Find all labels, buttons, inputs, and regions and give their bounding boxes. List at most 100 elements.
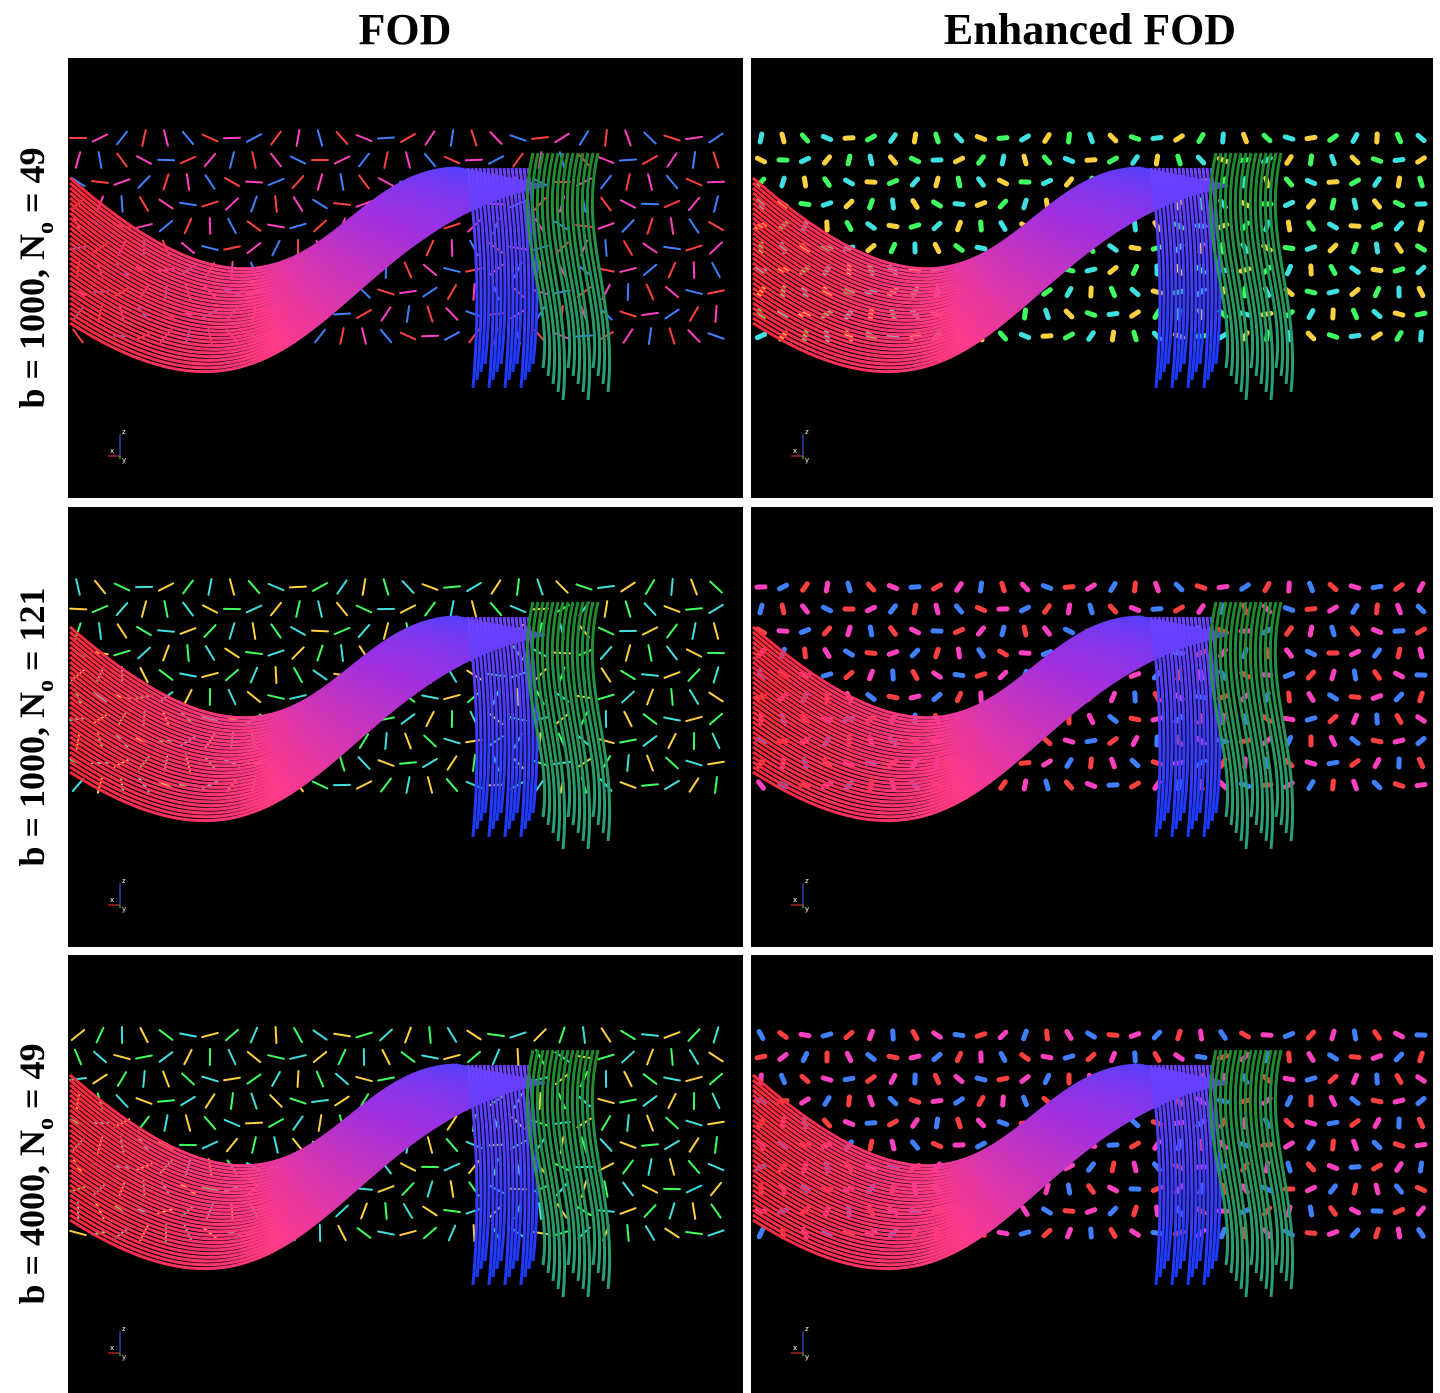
fod-glyph	[1065, 158, 1072, 161]
fod-glyph	[1289, 583, 1290, 591]
fod-glyph	[1222, 1229, 1225, 1237]
fod-glyph	[759, 1031, 763, 1038]
gizmo-label: y	[122, 456, 126, 464]
fod-glyph	[642, 784, 658, 785]
fod-glyph	[1395, 673, 1402, 677]
gizmo-label: z	[122, 877, 126, 885]
fod-glyph	[870, 671, 873, 678]
gizmo-label: z	[805, 428, 809, 436]
fod-glyph	[911, 696, 919, 698]
fod-glyph	[958, 1119, 960, 1127]
fod-glyph	[1156, 156, 1157, 164]
fod-glyph	[224, 138, 240, 139]
fod-glyph	[848, 156, 850, 164]
fod-glyph	[823, 136, 830, 139]
fod-glyph	[1307, 651, 1314, 655]
fod-glyph	[671, 579, 672, 595]
fod-glyph	[848, 627, 850, 635]
fod-glyph	[1090, 134, 1093, 142]
fod-glyph	[847, 223, 851, 230]
fod-glyph	[867, 653, 875, 654]
fod-glyph	[1285, 248, 1293, 249]
fod-glyph	[1419, 583, 1423, 590]
fod-glyph	[891, 244, 894, 251]
fod-glyph	[823, 1034, 831, 1036]
gizmo-label: x	[793, 447, 797, 455]
fod-glyph	[1134, 332, 1136, 340]
fod-glyph	[1419, 759, 1422, 766]
fod-glyph	[694, 262, 695, 278]
fod-glyph	[934, 585, 941, 589]
fod-glyph	[1307, 180, 1314, 183]
fod-glyph	[889, 586, 896, 589]
fod-glyph	[889, 225, 897, 226]
fod-glyph	[473, 284, 474, 300]
fod-glyph	[1307, 247, 1315, 250]
fod-glyph	[1109, 1187, 1116, 1191]
fod-glyph	[1065, 1056, 1073, 1058]
fod-glyph	[1288, 1163, 1290, 1171]
fod-glyph	[1223, 134, 1224, 142]
fod-glyph	[849, 1097, 850, 1105]
fod-glyph	[1065, 629, 1072, 633]
fod-glyph	[955, 1034, 963, 1035]
gizmo-label: x	[110, 1344, 114, 1352]
fod-glyph	[889, 1056, 897, 1058]
gizmo-label: y	[122, 1353, 126, 1361]
fod-glyph	[1398, 605, 1401, 613]
fod-glyph	[757, 1056, 765, 1058]
fod-glyph	[779, 631, 787, 632]
fod-glyph	[1155, 1054, 1159, 1061]
fod-glyph	[1329, 291, 1337, 293]
fod-glyph	[1176, 607, 1183, 611]
fod-glyph	[846, 180, 853, 184]
fod-glyph	[1087, 784, 1094, 787]
fod-glyph	[298, 1071, 299, 1087]
fod-glyph	[1375, 759, 1379, 766]
fod-glyph	[913, 672, 917, 679]
fod-glyph	[1024, 781, 1025, 789]
fod-glyph	[936, 178, 938, 186]
fod-glyph	[210, 218, 211, 234]
fod-glyph	[1199, 135, 1203, 142]
fod-glyph	[936, 134, 938, 142]
fod-glyph	[422, 336, 438, 337]
fod-glyph	[1133, 266, 1136, 273]
fod-glyph	[911, 1056, 919, 1058]
fod-glyph	[1131, 608, 1138, 611]
fod-glyph	[715, 306, 716, 322]
fod-glyph	[1354, 715, 1357, 722]
fod-glyph	[628, 284, 629, 300]
fod-glyph	[911, 1100, 919, 1102]
fod-glyph	[1398, 1229, 1399, 1237]
fod-glyph	[708, 182, 724, 183]
fod-glyph	[642, 674, 658, 675]
fod-glyph	[246, 181, 262, 182]
fod-glyph	[400, 762, 416, 763]
fod-glyph	[1133, 737, 1137, 744]
fod-glyph	[801, 158, 808, 161]
fod-glyph	[1289, 1053, 1290, 1061]
fod-glyph	[870, 1097, 873, 1105]
fod-glyph	[1377, 605, 1378, 613]
fod-glyph	[1331, 267, 1335, 274]
gizmo-label: x	[793, 896, 797, 904]
fod-glyph	[1329, 1122, 1337, 1123]
fod-glyph	[1354, 1031, 1355, 1039]
fod-glyph	[1310, 583, 1313, 590]
fod-glyph	[867, 607, 874, 611]
fod-glyph	[1153, 609, 1161, 610]
fod-glyph	[671, 1049, 672, 1065]
gizmo-label: y	[122, 905, 126, 913]
fod-glyph	[1395, 740, 1403, 742]
fod-glyph	[1089, 715, 1093, 722]
fod-glyph	[957, 1053, 960, 1060]
fod-glyph	[1420, 649, 1422, 657]
fod-glyph	[1068, 605, 1069, 613]
fod-glyph	[1395, 160, 1403, 161]
row-label-subscript: o	[33, 1118, 59, 1130]
fod-glyph	[870, 156, 872, 164]
fod-glyph	[1065, 740, 1073, 742]
fod-glyph	[1002, 627, 1004, 635]
fod-glyph	[1332, 671, 1334, 679]
